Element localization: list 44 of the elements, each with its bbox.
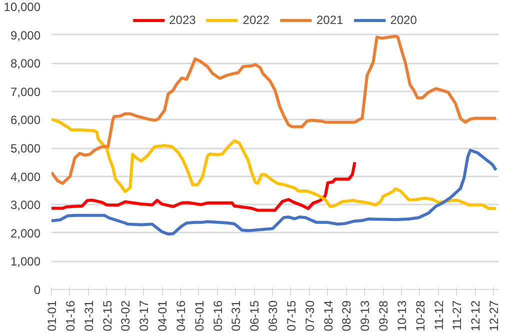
line-series [52, 118, 498, 210]
y-tick-label: 6,000 [10, 113, 41, 128]
x-tick-label: 12-12 [468, 300, 483, 332]
y-tick-label: 1,000 [10, 254, 41, 269]
x-tick-label: 08-29 [340, 300, 354, 332]
x-tick-label: 01-01 [45, 300, 59, 332]
y-tick-label: 0 [34, 283, 41, 297]
y-tick-label: 10,000 [4, 0, 41, 14]
x-tick-label: 09-28 [376, 300, 391, 332]
x-tick-label: 03-02 [118, 300, 133, 332]
x-tick-label: 07-15 [284, 300, 298, 332]
y-tick-label: 5,000 [10, 142, 41, 156]
x-tick-label: 05-31 [229, 300, 244, 332]
x-tick-label: 02-15 [100, 300, 114, 332]
y-tick-label: 9,000 [10, 28, 41, 42]
x-tick-label: 08-14 [321, 300, 336, 332]
line-series [52, 160, 356, 212]
line-series [52, 34, 498, 185]
x-tick-label: 11-27 [450, 300, 464, 330]
x-tick-label: 11-12 [432, 300, 446, 330]
x-tick-label: 01-16 [63, 300, 78, 332]
x-tick-label: 01-31 [82, 300, 96, 332]
y-tick-label: 4,000 [10, 170, 41, 184]
x-tick-label: 05-01 [192, 300, 206, 332]
x-tick-label: 03-17 [137, 300, 152, 332]
legend-label: 2023 [169, 13, 196, 27]
y-tick-label: 2,000 [10, 226, 41, 240]
x-tick-label: 04-16 [174, 300, 188, 332]
legend-label: 2020 [390, 13, 417, 27]
x-tick-label: 05-16 [210, 300, 225, 332]
legend-label: 2022 [242, 13, 270, 27]
y-tick-label: 3,000 [10, 198, 41, 212]
x-tick-label: 04-01 [156, 300, 170, 332]
x-tick-label: 12-27 [487, 300, 502, 332]
legend-label: 2021 [316, 13, 344, 27]
x-tick-label: 06-30 [266, 300, 280, 332]
x-tick-label: 10-28 [413, 300, 428, 332]
x-tick-label: 10-13 [394, 300, 409, 332]
x-tick-label: 07-30 [302, 300, 317, 332]
y-tick-label: 8,000 [10, 56, 41, 71]
y-tick-label: 7,000 [10, 84, 41, 99]
line-series [52, 148, 498, 236]
x-tick-label: 09-13 [358, 300, 372, 332]
x-tick-label: 06-15 [248, 300, 262, 332]
